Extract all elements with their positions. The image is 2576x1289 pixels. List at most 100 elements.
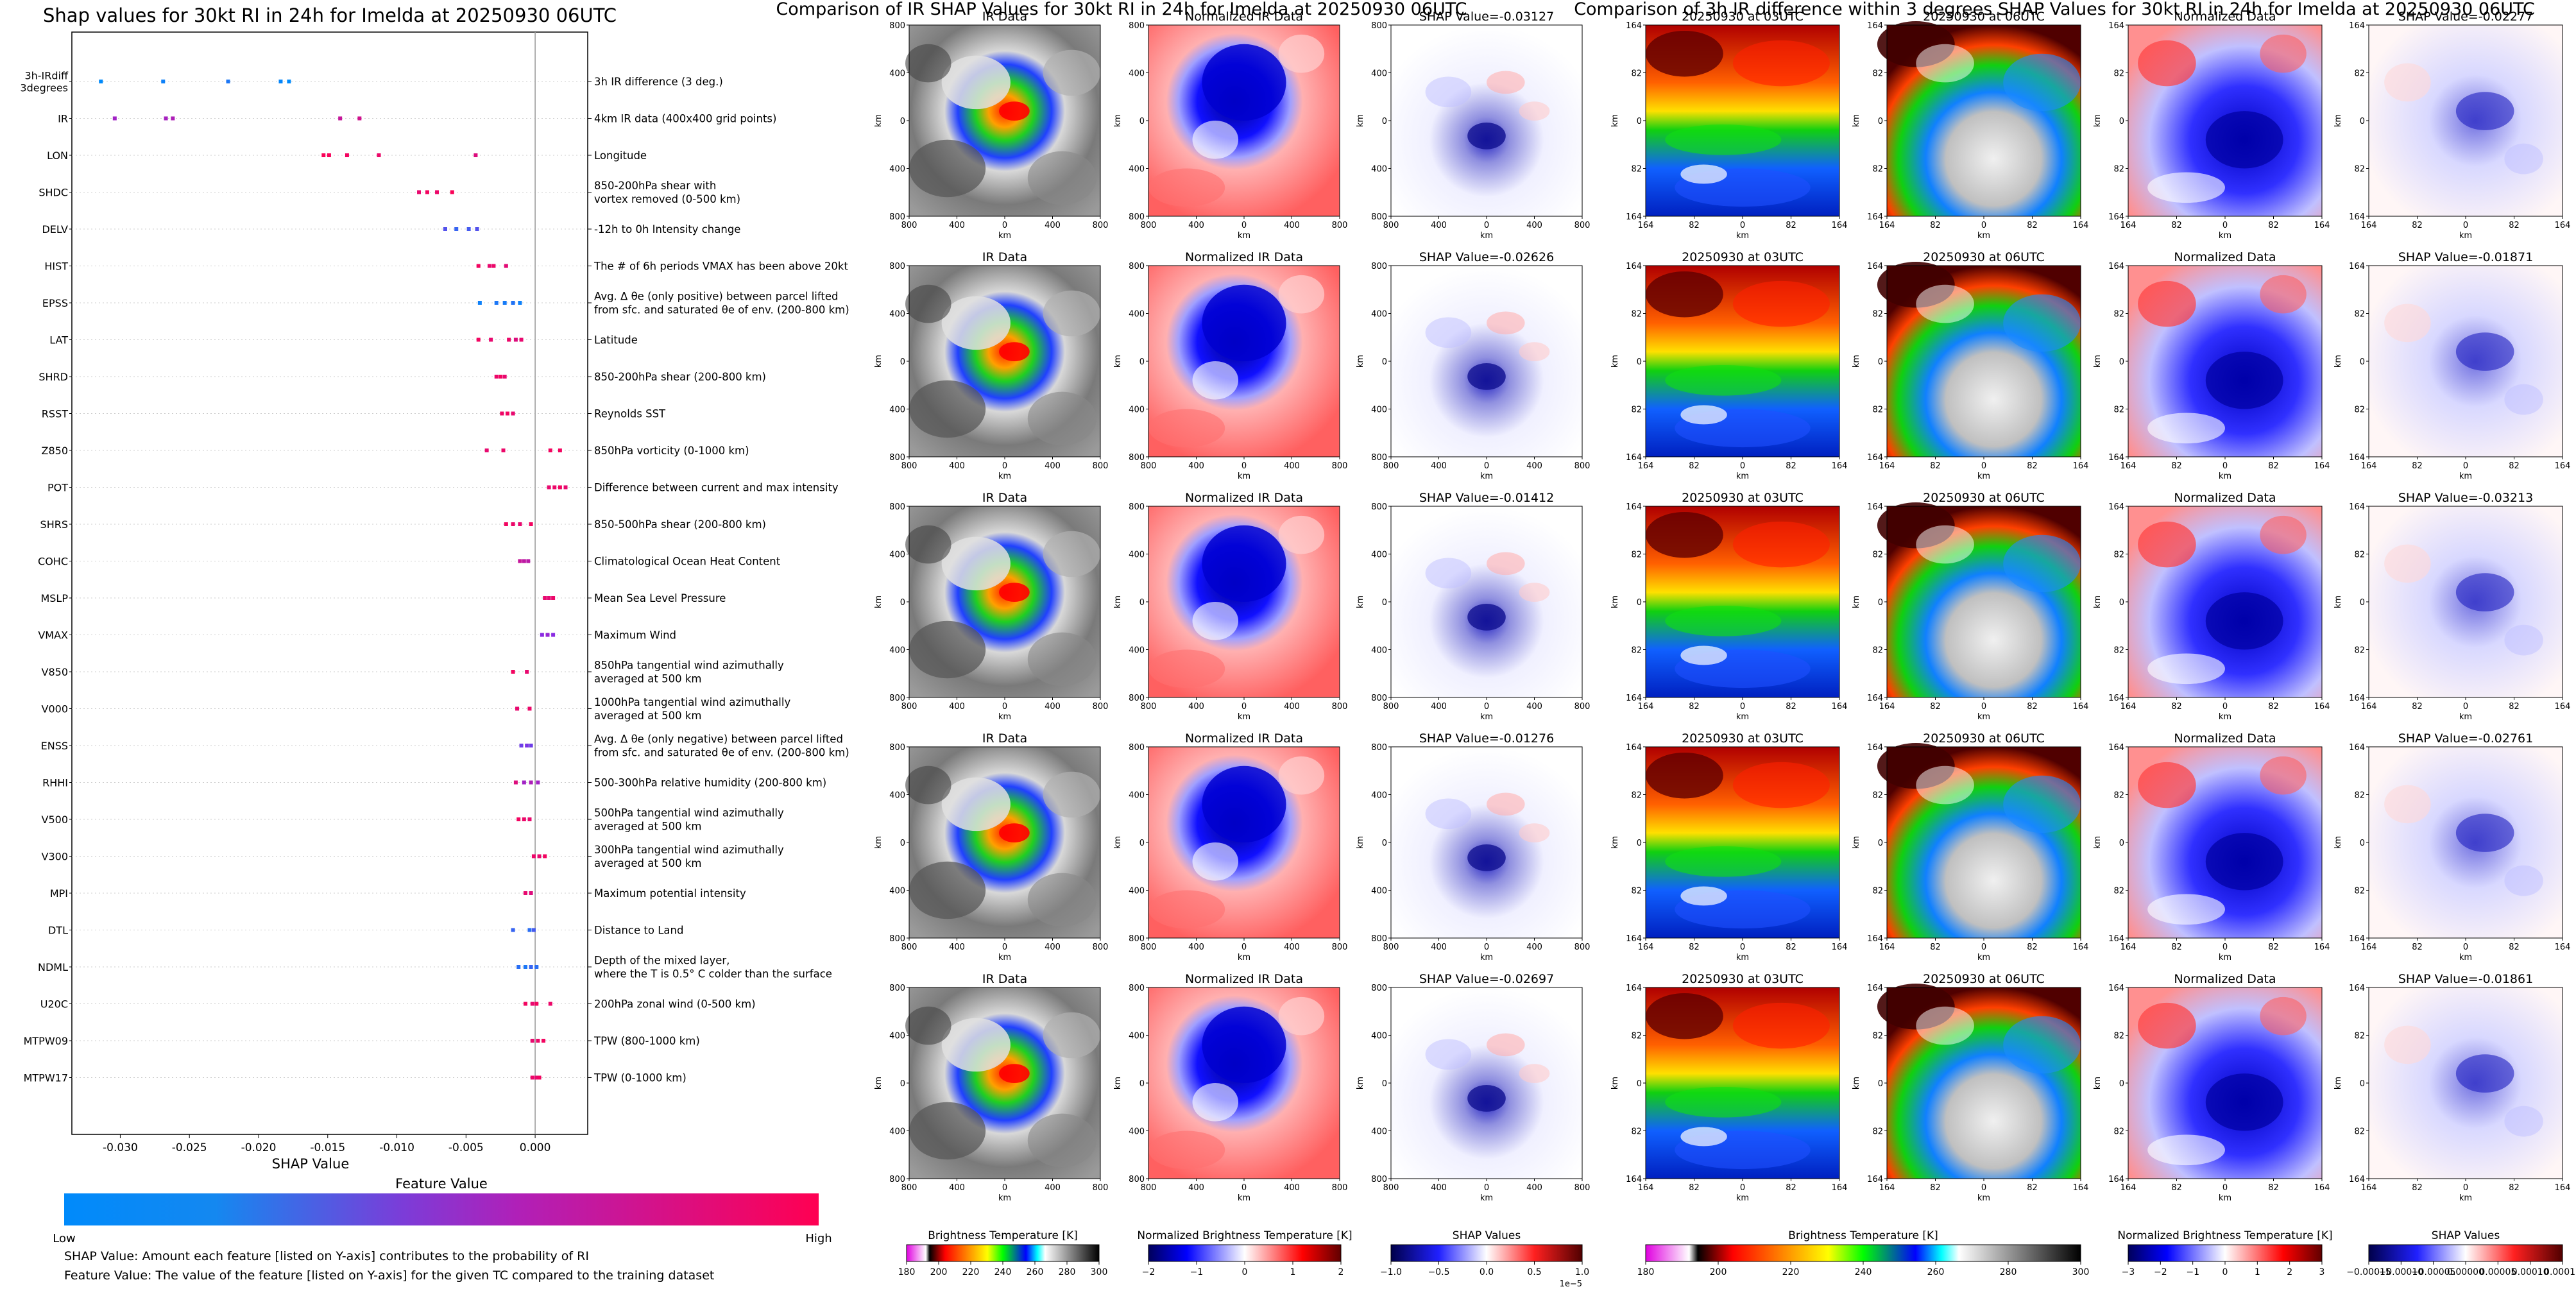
- shap-map: [1391, 506, 1582, 697]
- shap-point: [527, 817, 532, 821]
- shap-point: [511, 301, 515, 305]
- ytick-label: 0: [1382, 117, 1387, 126]
- xtick-label: 400: [1188, 221, 1204, 230]
- xtick-label: 0: [2222, 943, 2228, 952]
- cloud-blob: [1043, 771, 1101, 818]
- xlabel: km: [2459, 472, 2472, 481]
- cloud-blob: [1916, 525, 1974, 564]
- ytick-label: 800: [1129, 21, 1145, 31]
- xtick-label: 164: [2361, 702, 2377, 712]
- data-map: [1148, 747, 1340, 938]
- xtick-label: 0: [1981, 461, 1986, 471]
- xtick-label: 82: [1930, 943, 1941, 952]
- data-map: [1877, 502, 2081, 697]
- ir-comparison-grid: Comparison of IR SHAP Values for 30kt RI…: [776, 0, 1590, 1289]
- shap-point: [522, 559, 526, 563]
- ytick-label: 800: [889, 743, 905, 753]
- xtick-label: 82: [2412, 943, 2423, 952]
- xlabel: km: [1480, 712, 1493, 722]
- xtick-label: 0: [1484, 221, 1489, 230]
- xtick-label: 800: [1141, 221, 1157, 230]
- shap-point: [536, 780, 540, 785]
- ytick-label: 400: [1129, 646, 1145, 656]
- colorbar-tick-label: 2: [1338, 1267, 1344, 1277]
- xtick-label: 82: [1930, 221, 1941, 230]
- shap-panel-title: SHAP Value=-0.01871: [2398, 250, 2533, 264]
- cloud-blob: [1519, 823, 1550, 842]
- ytick-label: 400: [889, 405, 905, 415]
- xtick-label: 0: [2463, 461, 2468, 471]
- xtick-label: 164: [2314, 221, 2330, 230]
- shap-point: [518, 559, 522, 563]
- shap-point: [278, 80, 283, 83]
- xtick-label: 0.000: [520, 1141, 551, 1154]
- xlabel: km: [1480, 231, 1493, 241]
- cloud-blob: [1192, 602, 1239, 640]
- xtick-label: 0: [1484, 702, 1489, 712]
- xtick-label: 164: [2314, 943, 2330, 952]
- shap-map: [1391, 987, 1582, 1179]
- ytick-label: 0: [900, 117, 905, 126]
- xtick-label: 800: [1383, 461, 1399, 471]
- xtick-label: 164: [1879, 221, 1895, 230]
- feature-description: Avg. Δ θe (only negative) between parcel…: [594, 733, 843, 746]
- shap-panel-title: SHAP Value=-0.01861: [2398, 972, 2533, 986]
- xtick-label: 400: [949, 221, 965, 230]
- ylabel: km: [1113, 114, 1123, 127]
- cloud-blob: [1425, 317, 1472, 348]
- ylabel: km: [1610, 836, 1620, 849]
- shap-point: [161, 80, 166, 83]
- xtick-label: 400: [1045, 702, 1061, 712]
- ytick-label: 800: [1371, 984, 1387, 993]
- xtick-label: 164: [1638, 221, 1654, 230]
- xlabel: km: [1480, 472, 1493, 481]
- data-map: [2128, 266, 2322, 457]
- ytick-label: 0: [1382, 598, 1387, 608]
- colorbar-tick-label: 3: [2319, 1267, 2325, 1277]
- xtick-label: 0: [1740, 943, 1745, 952]
- colorbar-tick-label: 0.0: [1480, 1267, 1494, 1277]
- cloud-blob: [1043, 531, 1101, 577]
- xtick-label: 0: [2463, 702, 2468, 712]
- shap-point: [504, 264, 508, 268]
- shap-point: [534, 1075, 539, 1080]
- feature-label: LAT: [49, 334, 68, 346]
- ytick-label: 400: [889, 791, 905, 801]
- ytick-label: 400: [1371, 165, 1387, 175]
- xtick-label: 82: [2509, 461, 2520, 471]
- xtick-label: 82: [2268, 702, 2279, 712]
- feature-label: LON: [47, 149, 68, 162]
- colorbar: [1645, 1244, 2081, 1262]
- feature-label: V000: [42, 703, 68, 715]
- ytick-label: 82: [1872, 69, 1883, 79]
- xlabel: km: [998, 472, 1011, 481]
- xtick-label: 400: [1188, 702, 1204, 712]
- colorbar-tick-label: 300: [1091, 1267, 1108, 1277]
- ytick-label: 82: [1631, 310, 1642, 320]
- cloud-blob: [1467, 603, 1506, 631]
- shap-point: [558, 485, 562, 490]
- feature-label: SHRS: [40, 518, 68, 531]
- shap-point: [552, 485, 557, 490]
- cloud-blob: [1487, 1033, 1525, 1057]
- shap-point: [466, 227, 471, 231]
- feature-label: EPSS: [42, 297, 68, 309]
- xtick-label: -0.015: [310, 1141, 345, 1154]
- xtick-label: 0: [2222, 221, 2228, 230]
- xtick-label: 400: [1526, 1183, 1542, 1193]
- ylabel: km: [2333, 355, 2343, 368]
- feature-label: 3degrees: [20, 82, 68, 94]
- panel-title: IR Data: [982, 731, 1027, 746]
- shap-point: [524, 965, 528, 969]
- shap-point: [476, 264, 481, 268]
- ylabel: km: [874, 114, 883, 127]
- shap-map: [2369, 747, 2563, 938]
- cloud-blob: [999, 101, 1030, 121]
- shap-point: [450, 190, 454, 194]
- ytick-label: 164: [1867, 934, 1883, 944]
- panel-title: 20250930 at 06UTC: [1923, 10, 2045, 24]
- shap-point: [499, 375, 503, 379]
- cloud-blob: [1519, 583, 1550, 602]
- feature-label: POT: [47, 482, 68, 494]
- shap-point: [525, 670, 529, 674]
